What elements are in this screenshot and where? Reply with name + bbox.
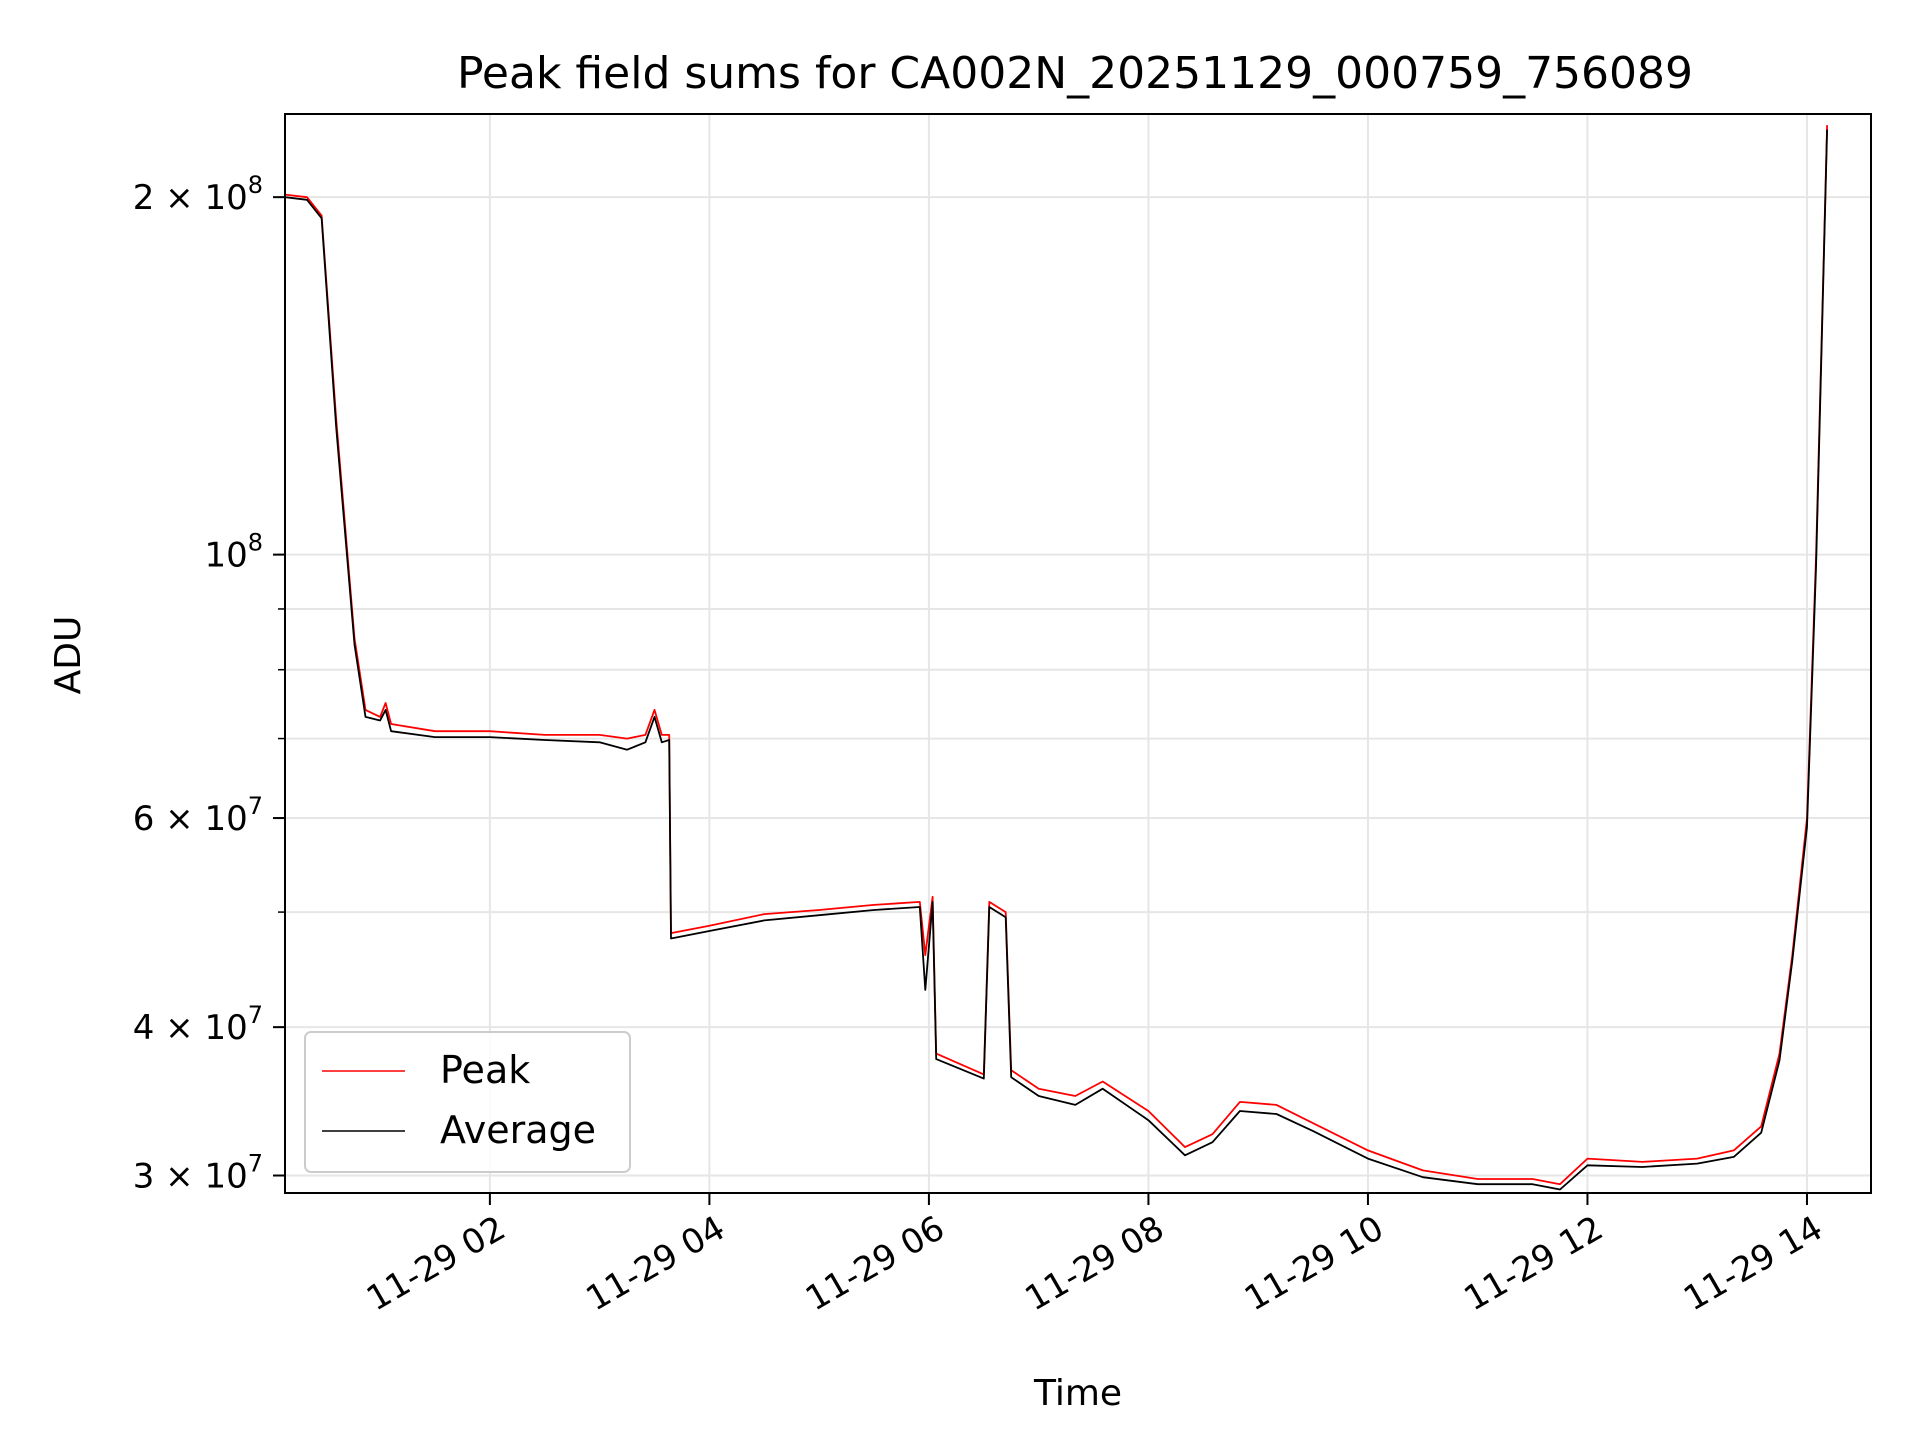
chart-title: Peak field sums for CA002N_20251129_0007…: [457, 48, 1693, 99]
y-tick-label: 6 × 107: [133, 792, 263, 839]
plot-frame: [284, 113, 1872, 1194]
legend-box: [304, 1031, 631, 1173]
y-tick-label: 4 × 107: [133, 1001, 263, 1048]
y-tick-label: 2 × 108: [133, 171, 263, 218]
y-tick-label: 108: [204, 529, 263, 576]
y-tick-label: 3 × 107: [133, 1150, 263, 1197]
x-axis-label: Time: [1033, 1373, 1122, 1414]
series-line-average: [285, 129, 1828, 1191]
legend-label-peak: Peak: [440, 1048, 530, 1092]
legend-label-average: Average: [440, 1108, 596, 1152]
y-axis-label: ADU: [48, 616, 89, 695]
y-axis: 2 × 108 108 6 × 107 4 × 107 3 × 107: [133, 171, 285, 1197]
legend: Peak Average: [304, 1031, 631, 1173]
plot-series: [285, 125, 1828, 1191]
grid-lines: [285, 114, 1871, 1193]
